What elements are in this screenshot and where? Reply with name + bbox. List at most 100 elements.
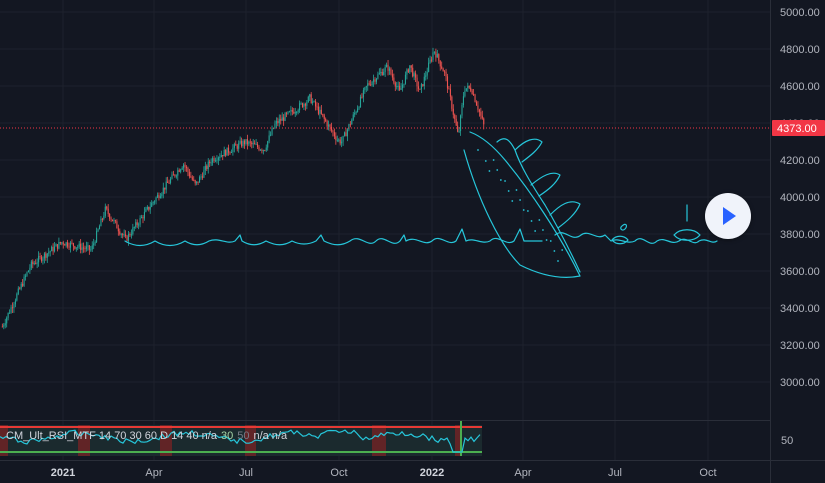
candle-body — [183, 164, 185, 168]
candle-body — [38, 256, 40, 263]
candle-body — [111, 219, 114, 222]
porthole-dot — [527, 210, 529, 212]
candle-body — [377, 74, 379, 79]
candle-body — [401, 84, 404, 89]
indicator-title[interactable]: CM_Ult_RSI_MTF 14 70 30 60 D 14 40 n/a 30… — [6, 430, 288, 442]
candle-body — [314, 101, 317, 107]
candle-body — [98, 226, 101, 230]
indicator-zone — [455, 425, 462, 456]
candle-body — [470, 87, 472, 91]
candle-body — [391, 74, 393, 78]
candle-body — [297, 110, 299, 113]
candle-body — [288, 111, 290, 113]
candle-body — [35, 263, 37, 265]
candle-body — [169, 178, 172, 183]
candle-body — [159, 196, 161, 199]
candle-body — [187, 167, 189, 173]
candle-body — [454, 114, 456, 119]
time-axis[interactable]: 2021 Apr Jul Oct 2022 Apr Jul Oct — [51, 467, 717, 479]
candle-body — [69, 242, 72, 248]
price-tick-label: 4600.00 — [780, 81, 820, 93]
candle-body — [45, 253, 47, 258]
rsi-indicator-pane[interactable]: CM_Ult_RSI_MTF 14 70 30 60 D 14 40 n/a 30… — [0, 421, 482, 456]
indicator-zone — [372, 425, 386, 456]
candle-body — [72, 243, 74, 247]
candle-body — [268, 135, 270, 142]
porthole-dot — [511, 200, 514, 202]
candle-body — [48, 252, 50, 254]
candle-body — [3, 325, 5, 327]
candle-body — [117, 228, 119, 232]
indicator-background — [0, 425, 482, 456]
candle-body — [71, 242, 73, 244]
candle-body — [254, 143, 256, 145]
porthole-dot — [519, 199, 521, 201]
candle-body — [441, 66, 443, 69]
candle-body — [478, 109, 480, 112]
candle-body — [143, 211, 145, 219]
candle-body — [220, 155, 222, 157]
indicator-zone — [160, 425, 172, 456]
candle-body — [87, 245, 89, 247]
candle-body — [262, 150, 264, 152]
candle-body — [127, 234, 130, 241]
candle-body — [259, 149, 261, 151]
candle-body — [42, 258, 44, 261]
candle-body — [413, 73, 415, 77]
time-tick-label: Jul — [608, 467, 622, 479]
candle-body — [336, 139, 338, 141]
candle-body — [328, 124, 330, 127]
candle-body — [452, 108, 454, 115]
candle-body — [390, 68, 392, 75]
candle-body — [103, 215, 105, 219]
candle-body — [291, 110, 293, 112]
smokestack-1 — [514, 138, 543, 163]
candle-body — [471, 90, 473, 95]
candle-body — [422, 84, 424, 86]
porthole-dot — [499, 179, 502, 181]
candle-body — [457, 125, 459, 132]
play-button[interactable] — [705, 193, 751, 239]
candle-body — [375, 78, 377, 82]
candle-body — [426, 71, 428, 76]
candle-body — [265, 147, 267, 151]
price-tick-label: 5000.00 — [780, 7, 820, 19]
candle-body — [33, 263, 35, 265]
candle-body — [201, 176, 203, 178]
candle-body — [1, 326, 3, 328]
candle-body — [116, 221, 118, 229]
candle-body — [301, 103, 304, 107]
candle-body — [196, 181, 198, 184]
candle-body — [243, 140, 246, 145]
candle-body — [345, 132, 347, 137]
candle-body — [438, 54, 440, 61]
time-tick-label: Oct — [699, 467, 716, 479]
candle-body — [212, 158, 214, 163]
candle-body — [300, 103, 302, 105]
candle-body — [85, 246, 87, 249]
candle-body — [80, 243, 82, 250]
porthole-dot — [561, 249, 564, 251]
candle-body — [416, 77, 418, 87]
candle-body — [396, 86, 398, 88]
candle-body — [462, 96, 464, 106]
candle-body — [477, 105, 479, 110]
candle-body — [285, 113, 288, 115]
candle-body — [17, 288, 19, 294]
candle-body — [439, 60, 441, 67]
candle-body — [446, 76, 449, 89]
candle-body — [39, 256, 41, 258]
candle-body — [304, 103, 306, 106]
porthole-dot — [557, 260, 559, 262]
candle-body — [459, 115, 462, 132]
candle-body — [56, 244, 58, 249]
candle-body — [190, 176, 192, 178]
candle-body — [445, 71, 447, 77]
candle-body — [284, 113, 286, 121]
candle-body — [222, 155, 224, 157]
indicator-params: CM_Ult_RSI_MTF 14 70 30 60 D 14 40 n/a — [6, 430, 218, 442]
candle-body — [132, 227, 134, 235]
candle-body — [394, 82, 396, 87]
candle-body — [82, 247, 85, 249]
